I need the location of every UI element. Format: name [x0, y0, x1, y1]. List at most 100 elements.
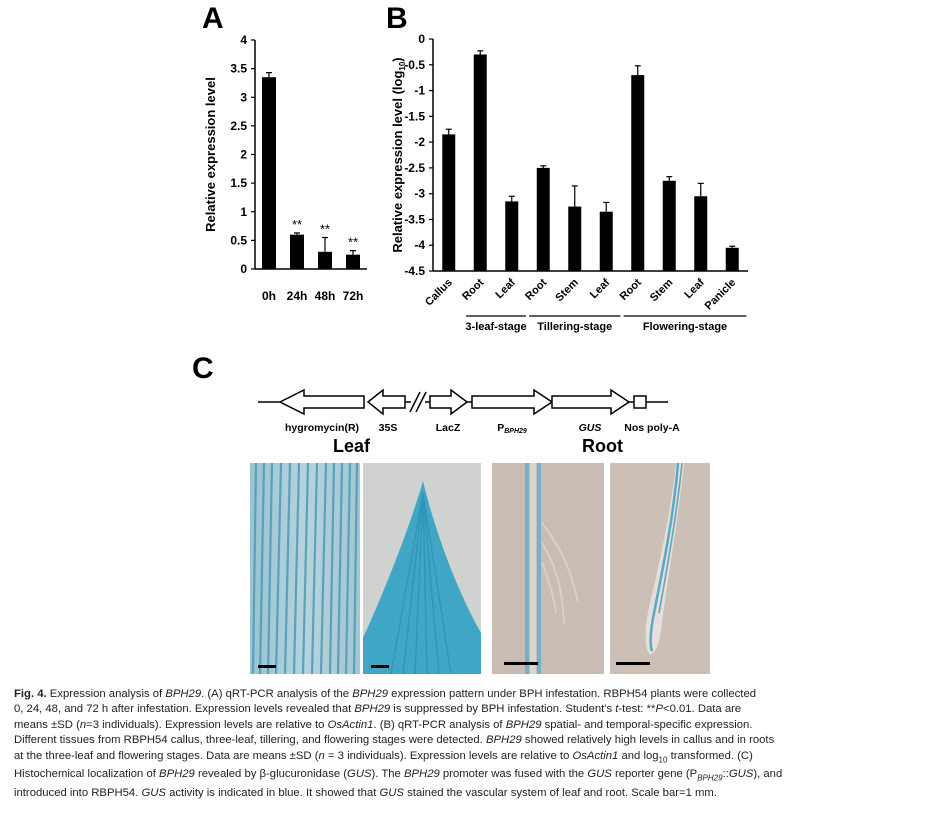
- caption-segment: ::: [722, 768, 729, 781]
- x-tick-label: 48h: [315, 289, 336, 303]
- caption-segment: is suppressed by BPH infestation. Studen…: [390, 703, 616, 716]
- p35s-arrow: [366, 388, 406, 416]
- caption-segment: <0.01. Data are: [662, 703, 742, 716]
- x-tick-label: Stem: [648, 276, 676, 304]
- x-tick-label: Callus: [423, 277, 455, 309]
- y-tick-label: 0.5: [230, 233, 247, 247]
- caption-segment: -test: **: [618, 703, 656, 716]
- label-gus: GUS: [579, 422, 602, 434]
- caption-segment: OsActin1: [327, 718, 374, 731]
- root-title: Root: [582, 436, 623, 456]
- caption-segment: =3 individuals). Expression levels are r…: [86, 718, 328, 731]
- caption-segment: GUS: [728, 768, 754, 781]
- caption-segment: means ±SD (: [14, 718, 80, 731]
- bar: [318, 251, 332, 269]
- caption-line: 0, 24, 48, and 72 h after infestation. E…: [14, 702, 936, 717]
- caption-segment: n: [79, 718, 87, 731]
- y-tick-label: 4: [240, 33, 247, 47]
- caption-segment: ). The: [371, 768, 404, 781]
- photo-root-2: [610, 463, 710, 674]
- x-tick-label: 72h: [343, 289, 364, 303]
- caption-segment: revealed by β-glucuronidase (: [194, 768, 348, 781]
- y-tick-label: -4: [414, 238, 425, 252]
- group-label: Flowering-stage: [643, 321, 727, 333]
- x-tick-label: Panicle: [703, 277, 739, 313]
- bar: [262, 77, 276, 270]
- significance-label: **: [320, 222, 330, 237]
- significance-label: **: [348, 235, 358, 250]
- bar: [662, 180, 676, 271]
- panel-label-c: C: [192, 352, 214, 385]
- caption-segment: reporter gene (P: [611, 768, 698, 781]
- bar: [505, 201, 519, 271]
- hygromycin-arrow: [278, 388, 365, 416]
- caption-segment: Histochemical localization of: [14, 768, 160, 781]
- caption-segment: BPH29: [485, 734, 522, 747]
- x-tick-label: Root: [618, 276, 644, 302]
- figure-caption: Fig. 4. Expression analysis of BPH29. (A…: [14, 687, 936, 801]
- y-axis-label: Relative expression level (log10): [390, 57, 407, 252]
- caption-segment: ), and: [753, 768, 783, 781]
- scale-bar: [371, 665, 389, 668]
- caption-segment: GUS: [379, 786, 404, 799]
- bar: [568, 206, 582, 271]
- caption-segment: GUS: [141, 786, 166, 799]
- caption-segment: promoter was fused with the: [439, 768, 588, 781]
- label-promoter: PBPH29: [497, 422, 527, 435]
- x-tick-label: Leaf: [682, 276, 707, 301]
- y-tick-label: 2: [240, 148, 247, 162]
- y-tick-label: -0.5: [404, 58, 425, 72]
- y-tick-label: -4.5: [404, 264, 425, 278]
- y-tick-label: 3.5: [230, 62, 247, 76]
- caption-segment: showed relatively high levels in callus …: [521, 734, 775, 747]
- y-tick-label: -2: [414, 135, 425, 149]
- caption-line: at the three-leaf and flowering stages. …: [14, 749, 936, 768]
- caption-line: Histochemical localization of BPH29 reve…: [14, 767, 936, 786]
- caption-segment: stained the vascular system of leaf and …: [403, 786, 717, 799]
- caption-segment: BPH29: [159, 768, 195, 781]
- bar: [290, 234, 304, 269]
- x-tick-label: 24h: [287, 289, 308, 303]
- caption-segment: BPH29: [505, 718, 542, 731]
- x-tick-label: Leaf: [588, 276, 613, 301]
- leaf-title: Leaf: [333, 436, 371, 456]
- group-label: 3-leaf-stage: [465, 321, 526, 333]
- promoter-arrow: [471, 388, 554, 416]
- y-tick-label: -1.5: [404, 109, 425, 123]
- caption-line: Different tissues from RBPH54 callus, th…: [14, 733, 936, 748]
- x-tick-label: Leaf: [493, 276, 518, 301]
- y-tick-label: 3: [240, 90, 247, 104]
- caption-segment: = 3 individuals). Expression levels are …: [324, 749, 573, 762]
- break-mark-1: [409, 391, 421, 413]
- caption-segment: BPH29: [697, 773, 723, 783]
- y-tick-label: 1.5: [230, 176, 247, 190]
- y-axis-label: Relative expression level: [203, 77, 218, 232]
- y-tick-label: 2.5: [230, 119, 247, 133]
- caption-segment: and log: [618, 749, 659, 762]
- bar: [631, 75, 645, 271]
- scale-bar: [616, 662, 650, 665]
- caption-segment: expression pattern under BPH infestation…: [388, 688, 757, 700]
- scale-bar: [504, 662, 538, 665]
- y-tick-label: 1: [240, 205, 247, 219]
- caption-segment: 10: [658, 754, 668, 764]
- panel-label-b: B: [386, 2, 408, 35]
- label-nos: Nos poly-A: [624, 422, 680, 434]
- caption-segment: transformed. (C): [667, 749, 753, 762]
- caption-segment: GUS: [347, 768, 372, 781]
- label-lacz: LacZ: [436, 422, 461, 434]
- group-label: Tillering-stage: [537, 321, 612, 333]
- nos-box: [633, 395, 647, 409]
- caption-segment: Expression analysis of: [46, 688, 166, 700]
- caption-line: introduced into RBPH54. GUS activity is …: [14, 786, 936, 801]
- lacz-arrow: [429, 388, 469, 416]
- bar: [442, 134, 456, 271]
- label-35s: 35S: [379, 422, 398, 434]
- caption-segment: P: [655, 703, 663, 716]
- y-tick-label: -1: [414, 84, 425, 98]
- bar: [346, 254, 360, 269]
- caption-segment: activity is indicated in blue. It showed…: [165, 786, 380, 799]
- construct-diagram: hygromycin(R) 35S LacZ PBPH29 GUS Nos po…: [258, 388, 680, 435]
- caption-segment: 0, 24, 48, and 72 h after infestation. E…: [14, 703, 355, 716]
- bar: [725, 247, 739, 271]
